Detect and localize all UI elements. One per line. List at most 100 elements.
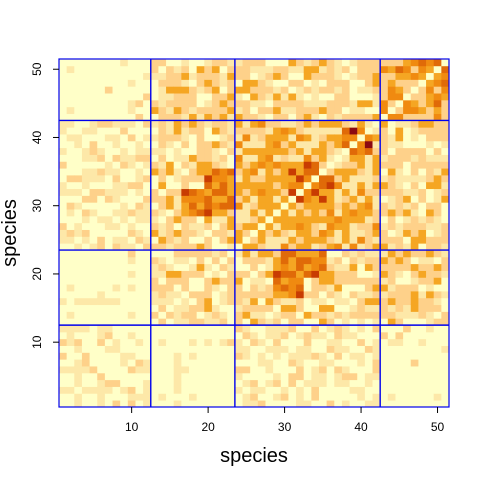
heatmap-cell bbox=[334, 284, 343, 292]
heatmap-cell bbox=[433, 188, 442, 196]
heatmap-cell bbox=[395, 175, 404, 183]
heatmap-cell bbox=[112, 297, 121, 306]
heatmap-cell bbox=[341, 331, 350, 340]
heatmap-cell bbox=[66, 147, 75, 155]
heatmap-cell bbox=[357, 236, 366, 244]
heatmap-cell bbox=[280, 393, 289, 401]
heatmap-cell bbox=[219, 113, 228, 121]
heatmap-cell bbox=[418, 147, 427, 155]
heatmap-cell bbox=[211, 209, 220, 217]
heatmap-cell bbox=[66, 345, 75, 353]
heatmap-cell bbox=[127, 195, 136, 203]
heatmap-cell bbox=[296, 386, 305, 394]
heatmap-cell bbox=[97, 120, 106, 128]
heatmap-cell bbox=[112, 379, 121, 387]
heatmap-cell bbox=[211, 400, 220, 408]
heatmap-cell bbox=[280, 195, 289, 203]
heatmap-cell bbox=[326, 338, 335, 346]
heatmap-cell bbox=[97, 175, 106, 183]
heatmap-cell bbox=[173, 93, 182, 101]
y-tick-label: 30 bbox=[30, 199, 44, 213]
heatmap-cell bbox=[242, 284, 251, 292]
heatmap-cell bbox=[326, 188, 335, 196]
heatmap-cell bbox=[364, 263, 373, 271]
heatmap-cell bbox=[97, 195, 106, 203]
heatmap-cell bbox=[372, 270, 381, 278]
heatmap-cell bbox=[196, 284, 205, 292]
heatmap-cell bbox=[112, 147, 121, 155]
heatmap-cell bbox=[395, 79, 404, 87]
heatmap-cell bbox=[426, 256, 435, 265]
heatmap-cell bbox=[326, 236, 335, 244]
heatmap-cell bbox=[311, 311, 320, 319]
heatmap-cell bbox=[441, 297, 450, 306]
heatmap-cell bbox=[127, 134, 136, 142]
heatmap-cell bbox=[395, 270, 404, 278]
heatmap-cell bbox=[403, 195, 412, 203]
heatmap-cell bbox=[288, 188, 297, 196]
heatmap-cell bbox=[265, 393, 274, 401]
heatmap-cell bbox=[303, 113, 312, 121]
heatmap-cell bbox=[349, 209, 358, 217]
heatmap-cell bbox=[403, 284, 412, 292]
heatmap-cell bbox=[135, 277, 144, 285]
heatmap-cell bbox=[364, 181, 373, 190]
heatmap-cell bbox=[349, 65, 358, 74]
heatmap-cell bbox=[410, 393, 419, 401]
heatmap-cell bbox=[273, 359, 282, 367]
heatmap-cell bbox=[127, 236, 136, 244]
heatmap-cell bbox=[372, 372, 381, 381]
heatmap-cell bbox=[265, 331, 274, 340]
heatmap-cell bbox=[204, 99, 213, 108]
heatmap-cell bbox=[418, 331, 427, 340]
heatmap-cell bbox=[326, 99, 335, 108]
heatmap-cell bbox=[189, 140, 198, 149]
heatmap-cell bbox=[97, 256, 106, 265]
heatmap-cell bbox=[387, 195, 396, 203]
heatmap-cell bbox=[387, 113, 396, 121]
heatmap-cell bbox=[303, 256, 312, 265]
heatmap-cell bbox=[81, 359, 90, 367]
heatmap-cell bbox=[74, 318, 83, 326]
heatmap-cell bbox=[211, 372, 220, 381]
heatmap-cell bbox=[288, 270, 297, 278]
heatmap-cell bbox=[211, 318, 220, 326]
heatmap-cell bbox=[219, 352, 228, 360]
heatmap-cell bbox=[341, 93, 350, 101]
heatmap-cell bbox=[173, 209, 182, 217]
heatmap-cell bbox=[219, 393, 228, 401]
heatmap-cell bbox=[280, 372, 289, 381]
heatmap-cell bbox=[303, 147, 312, 155]
heatmap-cell bbox=[204, 215, 213, 224]
heatmap-cell bbox=[364, 366, 373, 374]
heatmap-cell bbox=[59, 168, 68, 176]
heatmap-cell bbox=[349, 86, 358, 94]
heatmap-cell bbox=[59, 345, 68, 353]
heatmap-cell bbox=[380, 79, 389, 87]
heatmap-cell bbox=[426, 79, 435, 87]
heatmap-cell bbox=[288, 277, 297, 285]
heatmap-cell bbox=[319, 86, 328, 94]
heatmap-cell bbox=[341, 359, 350, 367]
heatmap-cell bbox=[341, 188, 350, 196]
heatmap-cell bbox=[380, 222, 389, 230]
heatmap-cell bbox=[74, 229, 83, 237]
heatmap-cell bbox=[250, 345, 259, 353]
heatmap-cell bbox=[433, 72, 442, 80]
heatmap-cell bbox=[158, 338, 167, 346]
heatmap-cell bbox=[395, 134, 404, 142]
heatmap-cell bbox=[387, 393, 396, 401]
heatmap-cell bbox=[410, 263, 419, 271]
heatmap-cell bbox=[166, 318, 175, 326]
heatmap-cell bbox=[166, 86, 175, 94]
heatmap-cell bbox=[66, 99, 75, 108]
heatmap-cell bbox=[250, 175, 259, 183]
heatmap-cell bbox=[196, 256, 205, 265]
heatmap-cell bbox=[387, 168, 396, 176]
heatmap-cell bbox=[257, 372, 266, 381]
heatmap-cell bbox=[219, 291, 228, 299]
heatmap-cell bbox=[303, 65, 312, 74]
heatmap-cell bbox=[341, 400, 350, 408]
heatmap-cell bbox=[166, 311, 175, 319]
